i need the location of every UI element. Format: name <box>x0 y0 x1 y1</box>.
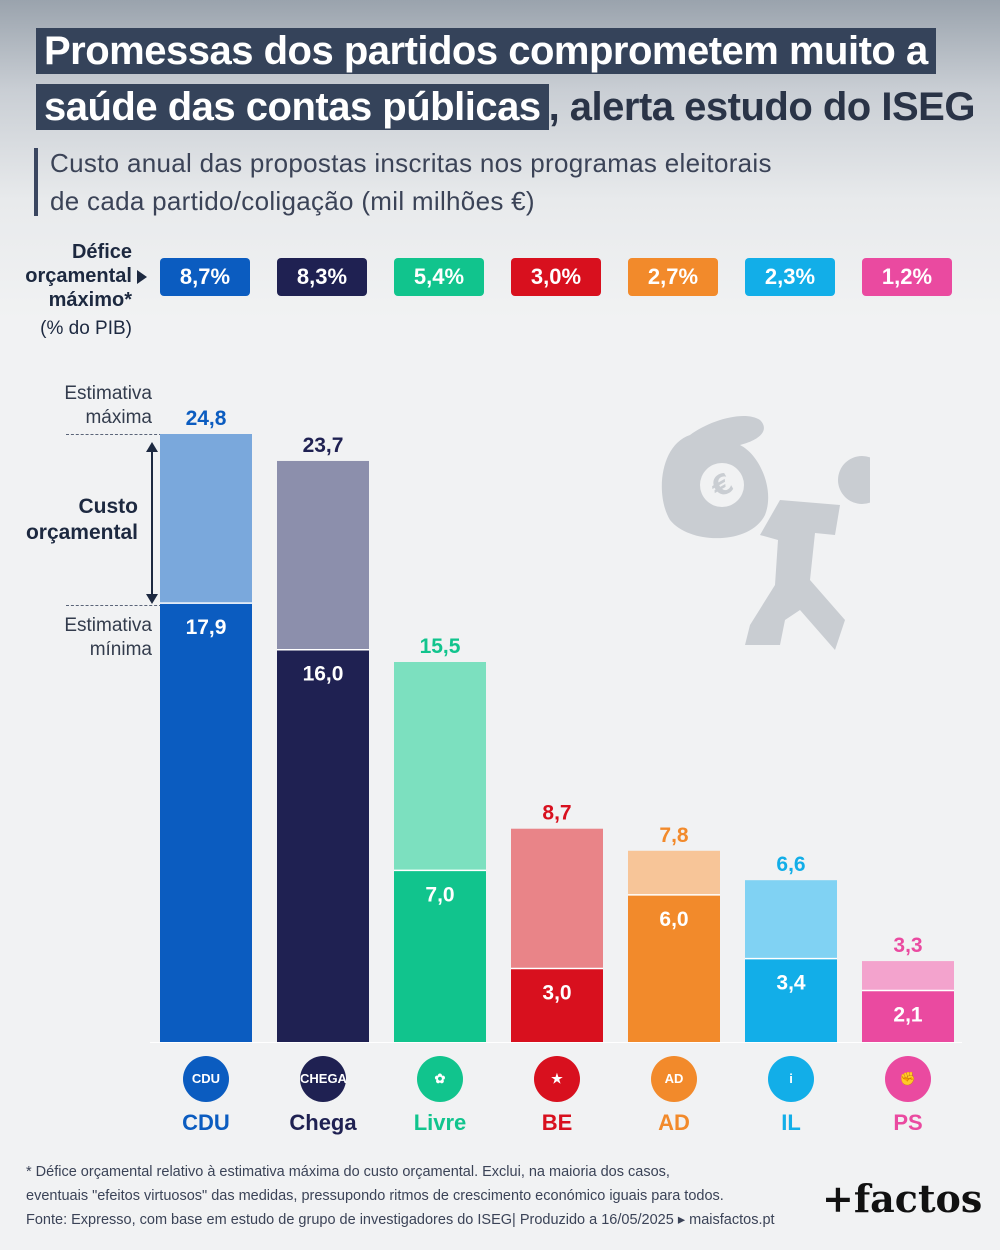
footnote-line-2: eventuais "efeitos virtuosos" das medida… <box>26 1188 724 1204</box>
label-min-ps: 2,1 <box>893 1004 923 1027</box>
cost-range-arrow-line <box>151 448 153 594</box>
deficit-badge-cdu: 8,7% <box>160 258 250 296</box>
party-name-ps: PS <box>893 1110 923 1135</box>
label-max-ps: 3,3 <box>893 934 922 957</box>
poppy-icon: ✿ <box>434 1071 446 1086</box>
bar-min-ps <box>862 990 954 1042</box>
subtitle-accent-bar <box>34 148 38 216</box>
deficit-badge-be: 3,0% <box>511 258 601 296</box>
bar-min-livre <box>394 870 486 1042</box>
bar-max-ad <box>628 850 720 895</box>
subtitle-line-1: Custo anual das propostas inscritas nos … <box>50 148 772 178</box>
party-name-be: BE <box>541 1110 573 1135</box>
bar-max-chega <box>277 460 369 650</box>
bar-min-cdu <box>160 603 252 1042</box>
title-line-1: Promessas dos partidos comprometem muito… <box>36 28 936 74</box>
annotation-budget-cost: Custo orçamental <box>25 495 138 544</box>
party-name-livre: Livre <box>413 1110 467 1135</box>
bar-max-il <box>745 880 837 959</box>
title-rest: , alerta estudo do ISEG <box>548 85 976 129</box>
label-min-livre: 7,0 <box>425 883 454 906</box>
ad-logo-icon: AD <box>664 1071 684 1086</box>
max-estimate-guide-line <box>66 434 162 435</box>
deficit-label: Défice orçamental máximo* <box>25 241 132 311</box>
deficit-unit: (% do PIB) <box>40 318 132 339</box>
label-max-chega: 23,7 <box>303 434 344 457</box>
fist-rose-icon: ✊ <box>899 1071 917 1086</box>
party-logo-il: i <box>768 1056 814 1102</box>
subtitle-line-2: de cada partido/coligação (mil milhões €… <box>50 186 535 216</box>
bar-max-ps <box>862 961 954 991</box>
deficit-badge-ps: 1,2% <box>862 258 952 296</box>
bar-max-be <box>511 828 603 969</box>
bar-max-livre <box>394 662 486 871</box>
bar-min-be <box>511 968 603 1042</box>
party-logo-livre: ✿ <box>417 1056 463 1102</box>
label-max-livre: 15,5 <box>420 635 461 658</box>
bar-min-chega <box>277 649 369 1042</box>
deficit-badge-ad: 2,7% <box>628 258 718 296</box>
annotation-max-estimate: Estimativa máxima <box>64 383 152 428</box>
person-carrying-euro-sack-icon: € <box>661 415 870 650</box>
title-highlight-2: saúde das contas públicas <box>36 84 549 130</box>
party-logo-chega: CHEGA <box>300 1056 347 1102</box>
party-logo-ad: AD <box>651 1056 697 1102</box>
deficit-badge-livre: 5,4% <box>394 258 484 296</box>
label-max-ad: 7,8 <box>659 824 689 847</box>
min-estimate-guide-line <box>66 605 162 606</box>
deficit-badge-chega: 8,3% <box>277 258 367 296</box>
party-name-il: IL <box>781 1110 801 1135</box>
label-min-ad: 6,0 <box>659 908 688 931</box>
party-logo-be: ★ <box>534 1056 580 1102</box>
footnote: * Défice orçamental relativo à estimativ… <box>26 1160 786 1232</box>
chega-logo-icon: CHEGA <box>300 1071 347 1086</box>
bar-min-ad <box>628 894 720 1042</box>
label-min-il: 3,4 <box>776 972 806 995</box>
hammer-sickle-icon: CDU <box>191 1071 221 1086</box>
label-min-cdu: 17,9 <box>186 616 227 639</box>
info-i-icon: i <box>789 1071 793 1086</box>
annotation-min-estimate: Estimativa mínima <box>64 615 152 660</box>
bar-min-il <box>745 958 837 1042</box>
cost-range-arrow-down-icon <box>146 594 158 604</box>
label-max-be: 8,7 <box>542 802 571 825</box>
party-name-chega: Chega <box>289 1110 357 1135</box>
brand-logo: +factos <box>822 1176 983 1221</box>
party-logo-cdu: CDU <box>183 1056 229 1102</box>
label-max-il: 6,6 <box>776 853 805 876</box>
label-min-be: 3,0 <box>542 981 571 1004</box>
party-name-ad: AD <box>658 1110 690 1135</box>
party-name-cdu: CDU <box>182 1110 230 1135</box>
source-line: Fonte: Expresso, com base em estudo de g… <box>26 1212 775 1228</box>
deficit-arrow-icon <box>137 270 147 284</box>
title-highlight-1: Promessas dos partidos comprometem muito… <box>36 28 936 74</box>
footnote-line-1: * Défice orçamental relativo à estimativ… <box>26 1164 670 1180</box>
cost-range-arrow-up-icon <box>146 442 158 452</box>
label-max-cdu: 24,8 <box>186 407 227 430</box>
party-logo-ps: ✊ <box>885 1056 931 1102</box>
label-min-chega: 16,0 <box>303 663 344 686</box>
star-figure-icon: ★ <box>551 1071 563 1086</box>
bar-max-cdu <box>160 434 252 604</box>
deficit-badge-il: 2,3% <box>745 258 835 296</box>
title-line-2: saúde das contas públicas, alerta estudo… <box>36 84 975 130</box>
